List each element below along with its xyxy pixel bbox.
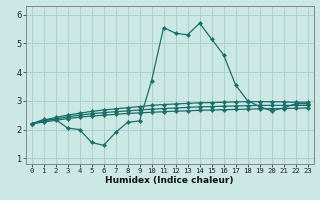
X-axis label: Humidex (Indice chaleur): Humidex (Indice chaleur) — [105, 176, 234, 185]
